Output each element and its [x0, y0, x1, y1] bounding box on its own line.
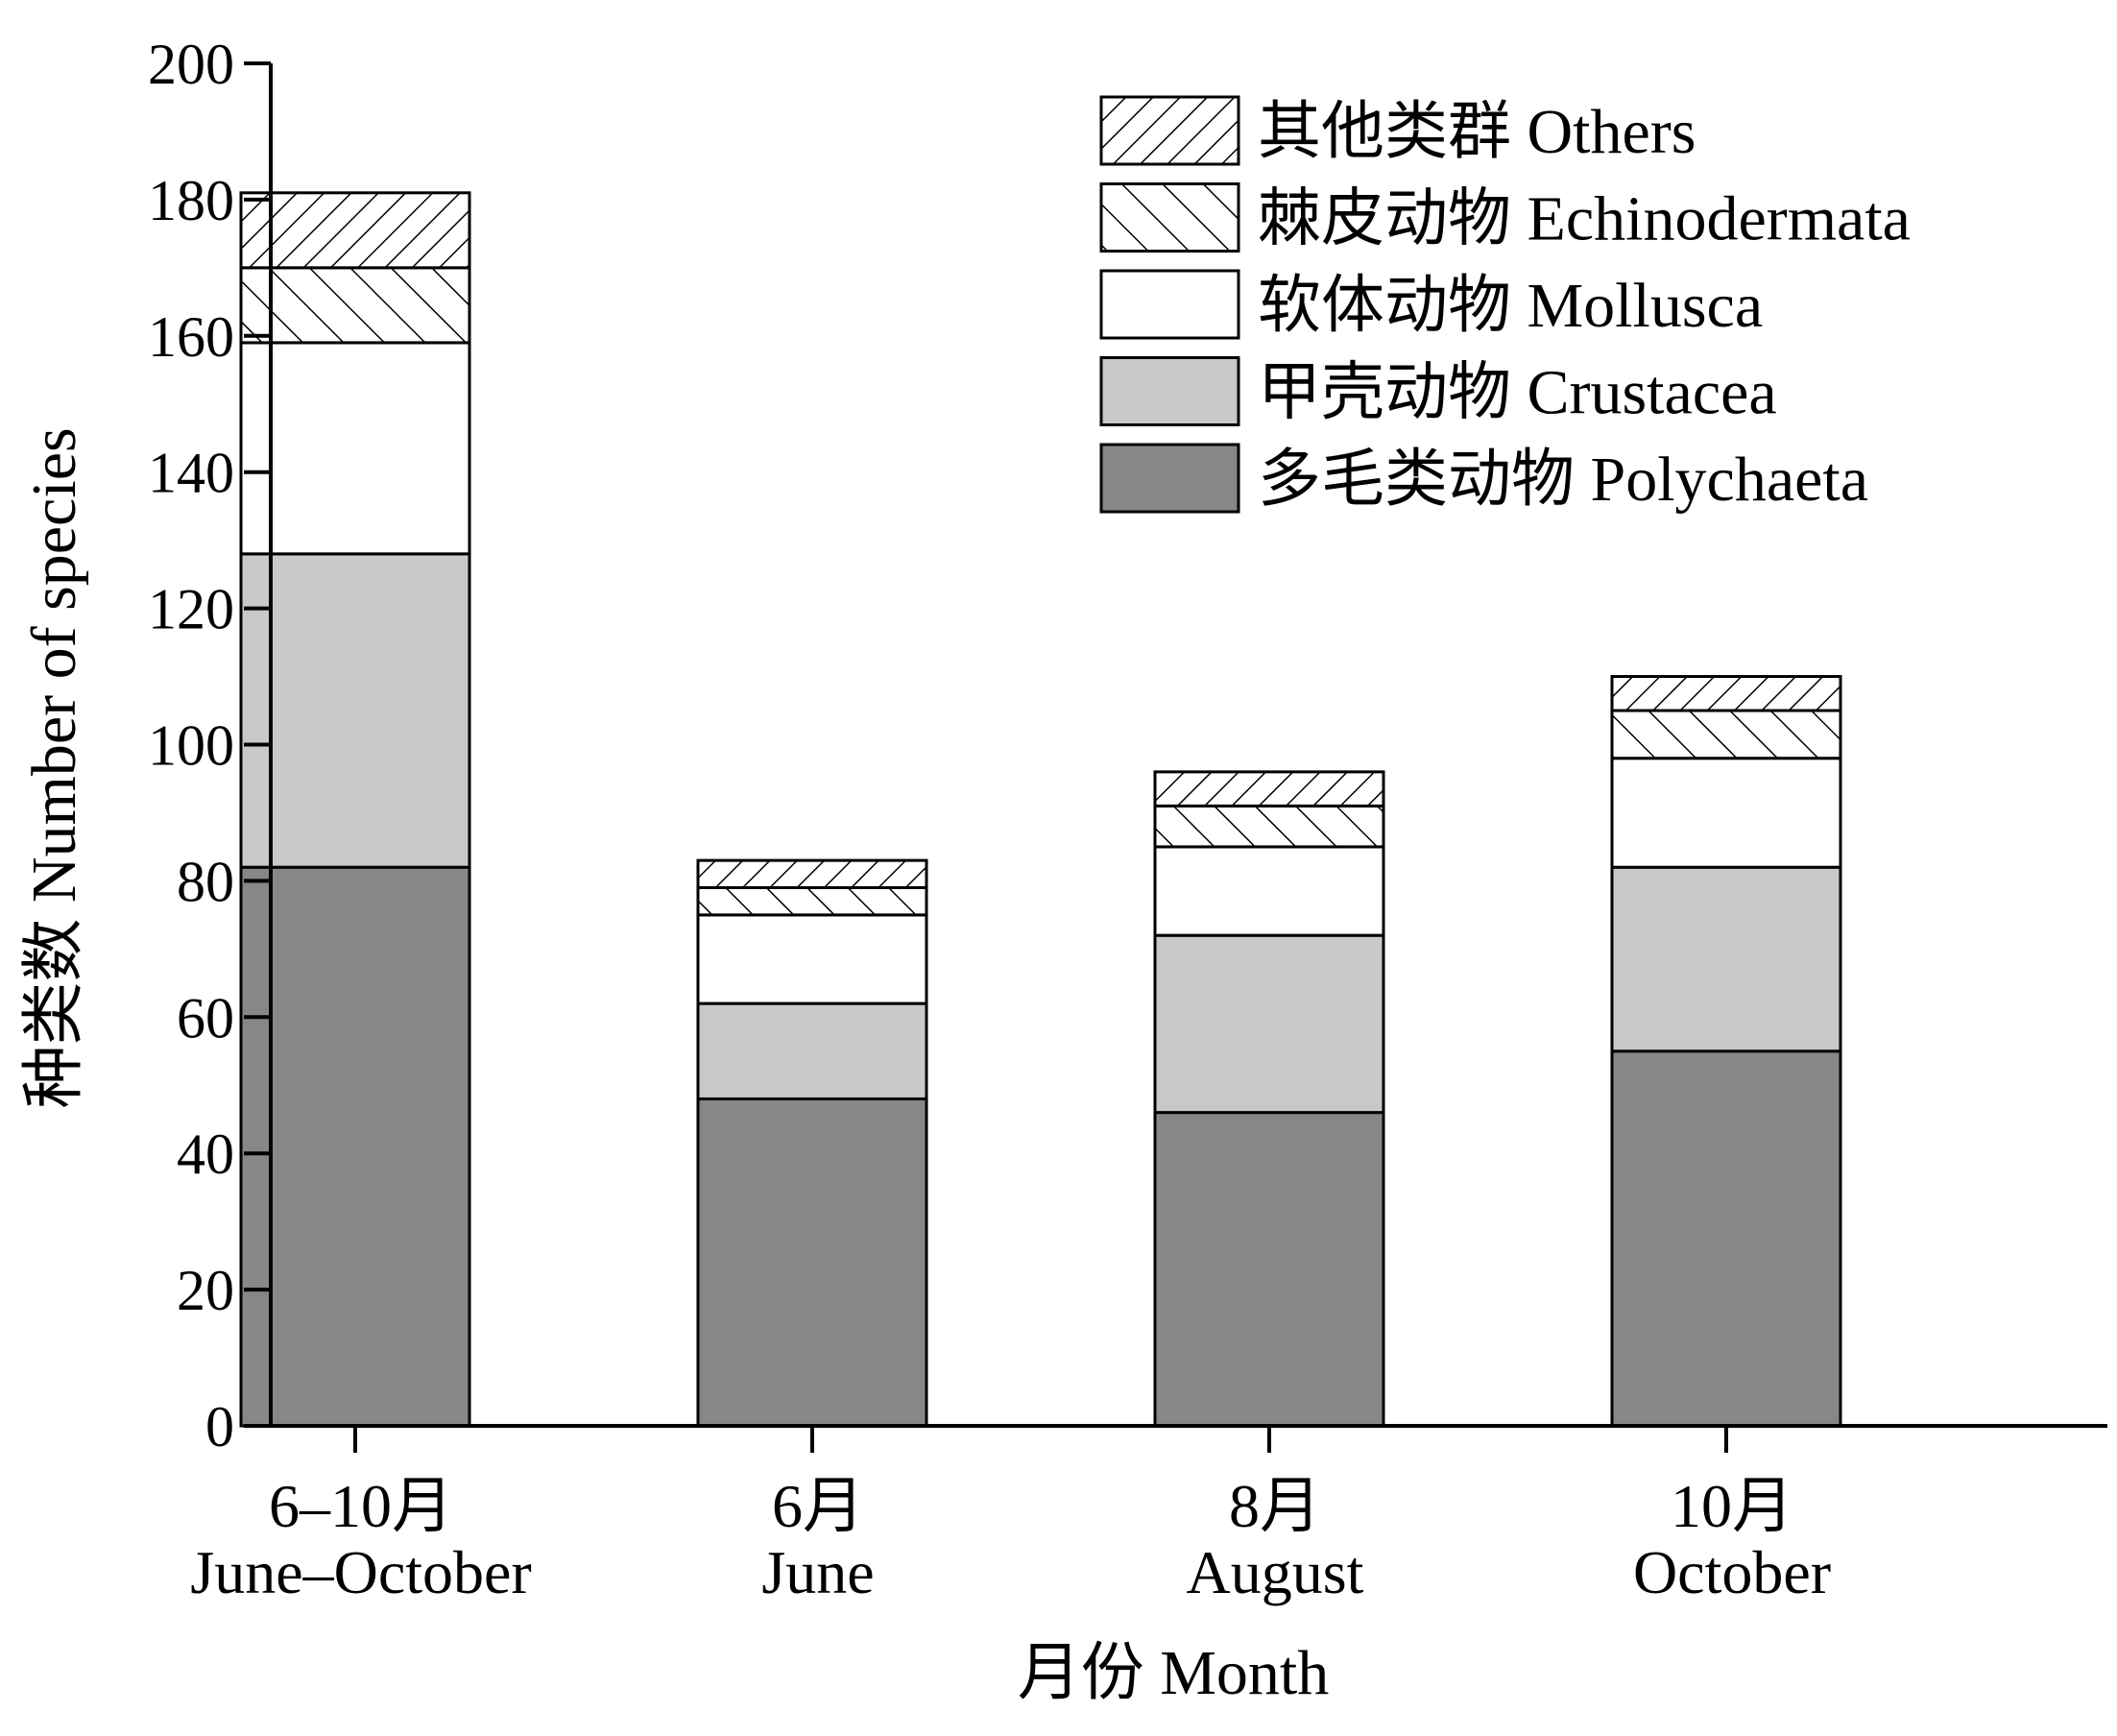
y-tick-label: 40 — [177, 1122, 234, 1186]
y-tick-label: 180 — [148, 169, 234, 232]
y-tick-label: 100 — [148, 714, 234, 778]
bar-others-3 — [1610, 675, 1842, 712]
legend-swatch-others — [1099, 95, 1240, 166]
bar-crustacea-1 — [696, 1001, 928, 1100]
bar-polychaeta-3 — [1610, 1049, 1842, 1428]
y-tick-label: 80 — [177, 850, 234, 913]
bar-echinodermata-1 — [696, 885, 928, 917]
legend-swatch-crustacea — [1099, 356, 1240, 426]
y-axis-title: 种类数 Number of species — [19, 427, 89, 1108]
legend-swatch-polychaeta — [1099, 443, 1240, 514]
bar-others-0 — [239, 191, 471, 270]
x-tick-label-en: August — [1187, 1538, 1364, 1606]
x-tick-label-en: June–October — [190, 1538, 531, 1606]
y-tick-label: 0 — [205, 1395, 234, 1459]
bar-crustacea-2 — [1153, 933, 1385, 1115]
legend-label-echinodermata: 棘皮动物 Echinodermata — [1258, 184, 1911, 254]
bar-mollusca-2 — [1153, 845, 1385, 937]
bar-mollusca-0 — [239, 341, 471, 556]
bar-echinodermata-0 — [239, 266, 471, 345]
bar-others-2 — [1153, 770, 1385, 808]
bar-echinodermata-2 — [1153, 804, 1385, 849]
x-tick-label-zh: 10月 — [1671, 1472, 1793, 1540]
x-tick-label-zh: 6月 — [772, 1472, 864, 1540]
x-tick-label-zh: 6–10月 — [269, 1472, 453, 1540]
legend-label-polychaeta: 多毛类动物 Polychaeta — [1258, 445, 1868, 515]
bar-crustacea-0 — [239, 552, 471, 869]
legend-swatch-echinodermata — [1099, 182, 1240, 253]
y-tick-label: 20 — [177, 1259, 234, 1322]
plot-area — [239, 191, 1842, 1428]
bar-polychaeta-1 — [696, 1097, 928, 1428]
y-tick-label: 140 — [148, 442, 234, 505]
legend-swatch-mollusca — [1099, 269, 1240, 340]
bar-others-1 — [696, 858, 928, 889]
legend: 其他类群 Others 棘皮动物 Echinodermata 软体动物 Mollus… — [1099, 95, 1911, 515]
bar-mollusca-3 — [1610, 757, 1842, 869]
x-tick-label-en: October — [1633, 1538, 1831, 1606]
legend-label-mollusca: 软体动物 Mollusca — [1258, 271, 1763, 341]
legend-label-others: 其他类群 Others — [1258, 97, 1696, 167]
y-tick-label: 60 — [177, 986, 234, 1049]
x-axis-title: 月份 Month — [1018, 1638, 1330, 1708]
y-tick-label: 120 — [148, 578, 234, 641]
x-tick-label-zh: 8月 — [1229, 1472, 1321, 1540]
bar-polychaeta-0 — [239, 865, 471, 1428]
bar-polychaeta-2 — [1153, 1111, 1385, 1428]
x-tick-label-en: June — [761, 1538, 874, 1606]
bar-echinodermata-3 — [1610, 709, 1842, 760]
axes: 0 20 40 60 80 100 120 140 160 180 200 6–10月June–Oct… — [19, 33, 2107, 1708]
bar-crustacea-3 — [1610, 865, 1842, 1053]
y-tick-label: 160 — [148, 305, 234, 369]
bar-mollusca-1 — [696, 913, 928, 1005]
legend-label-crustacea: 甲壳动物 Crustacea — [1258, 358, 1777, 428]
y-tick-label: 200 — [148, 33, 234, 96]
